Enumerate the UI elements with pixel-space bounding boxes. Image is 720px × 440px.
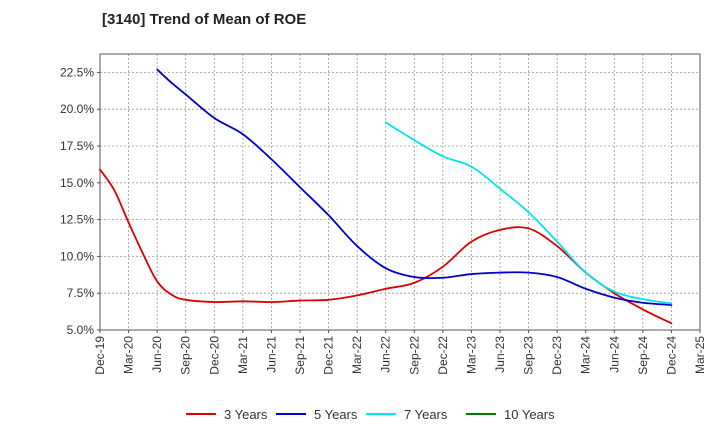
plot-area: 5.0% 7.5% 10.0% 12.5% 15.0% 17.5% 20.0% 22.5% De… xyxy=(60,53,707,375)
plot-frame xyxy=(99,53,701,331)
y-tick-label: 10.0% xyxy=(60,249,94,263)
legend: 3 Years 5 Years 7 Years 10 Years xyxy=(186,407,555,422)
legend-label-3-years: 3 Years xyxy=(224,407,268,422)
x-tick-label: Mar-22 xyxy=(350,336,364,374)
x-tick-label: Jun-22 xyxy=(379,336,393,373)
x-tick-label: Mar-24 xyxy=(579,336,593,374)
x-tick-label: Jun-21 xyxy=(264,336,278,373)
x-tick-label: Sep-24 xyxy=(636,336,650,375)
y-tick-label: 22.5% xyxy=(60,65,94,79)
y-tick-label: 17.5% xyxy=(60,139,94,153)
x-tick-label: Mar-25 xyxy=(693,336,707,374)
legend-label-5-years: 5 Years xyxy=(314,407,358,422)
x-tick-label: Sep-23 xyxy=(522,336,536,375)
x-tick-label: Mar-21 xyxy=(236,336,250,374)
x-tick-label: Jun-24 xyxy=(607,336,621,373)
y-tick-label: 7.5% xyxy=(67,286,95,300)
y-tick-label: 12.5% xyxy=(60,213,94,227)
x-tick-label: Dec-20 xyxy=(207,336,221,375)
x-tick-label: Sep-22 xyxy=(407,336,421,375)
x-tick-label: Sep-21 xyxy=(293,336,307,375)
x-tick-label: Dec-19 xyxy=(93,336,107,375)
x-tick-label: Dec-23 xyxy=(550,336,564,375)
x-tick-label: Dec-24 xyxy=(664,336,678,375)
x-tick-label: Dec-22 xyxy=(436,336,450,375)
x-tick-label: Mar-20 xyxy=(122,336,136,374)
y-tick-label: 15.0% xyxy=(60,176,94,190)
y-tick-label: 5.0% xyxy=(67,323,95,337)
x-tick-label: Jun-20 xyxy=(150,336,164,373)
x-tick-label: Sep-20 xyxy=(179,336,193,375)
x-tick-label: Dec-21 xyxy=(322,336,336,375)
series-line-5-years xyxy=(156,68,673,306)
x-tick-label: Jun-23 xyxy=(493,336,507,373)
series-line-7-years xyxy=(384,121,673,305)
chart-title: [3140] Trend of Mean of ROE xyxy=(102,11,306,28)
x-tick-label: Mar-23 xyxy=(464,336,478,374)
series-line-3-years xyxy=(99,168,673,325)
legend-label-7-years: 7 Years xyxy=(404,407,448,422)
y-tick-label: 20.0% xyxy=(60,102,94,116)
legend-label-10-years: 10 Years xyxy=(504,407,555,422)
